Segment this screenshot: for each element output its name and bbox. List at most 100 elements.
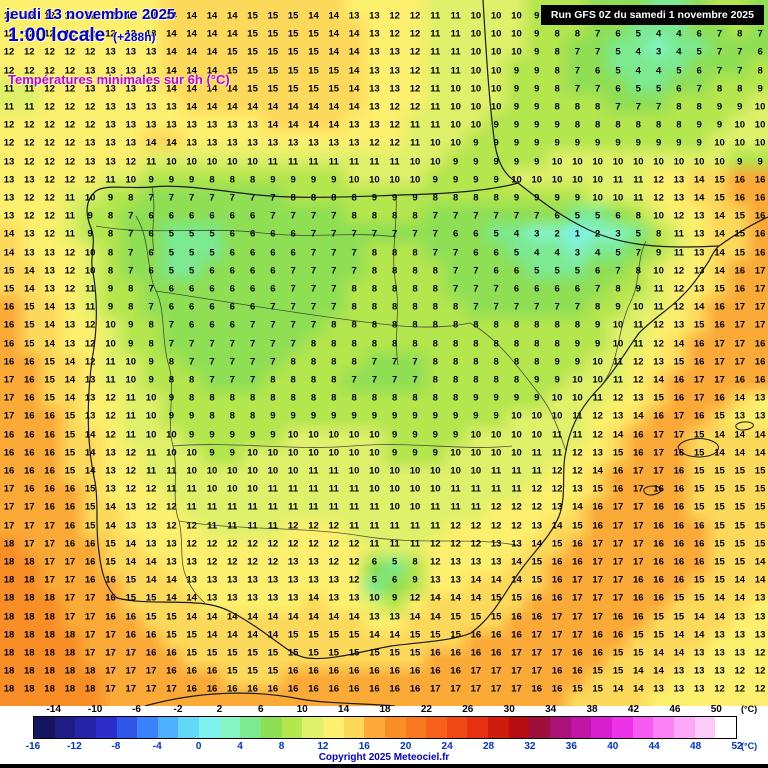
temperature-value: 12	[409, 46, 421, 58]
temperature-value: 12	[125, 465, 137, 477]
temperature-value: 17	[84, 647, 96, 659]
temperature-value: 17	[572, 610, 583, 622]
temperature-value: 9	[554, 137, 560, 149]
temperature-value: 16	[693, 519, 705, 531]
temperature-value: 16	[369, 683, 380, 695]
temperature-value: 16	[287, 683, 299, 695]
temperature-value: 11	[105, 374, 116, 386]
temperature-value: 15	[3, 283, 15, 295]
temperature-value: 16	[44, 428, 55, 440]
temperature-value: 16	[84, 574, 96, 586]
temperature-value: 17	[592, 610, 603, 622]
temperature-value: 7	[229, 356, 235, 368]
temperature-value: 11	[186, 483, 197, 495]
temperature-value: 14	[592, 465, 603, 477]
temperature-value: 13	[105, 64, 116, 76]
temperature-value: 11	[146, 155, 157, 167]
temperature-value: 14	[714, 428, 725, 440]
temperature-value: 14	[186, 46, 197, 58]
temperature-value: 12	[84, 119, 96, 131]
temperature-value: 8	[595, 301, 601, 313]
temperature-value: 4	[534, 246, 540, 258]
temperature-value: 12	[409, 83, 421, 95]
temperature-value: 15	[125, 592, 137, 604]
temperature-value: 10	[227, 483, 238, 495]
temperature-value: 10	[470, 101, 482, 113]
temperature-value: 5	[189, 265, 195, 277]
temperature-value: 10	[612, 337, 624, 349]
temperature-value: 8	[412, 265, 418, 277]
temperature-value: 12	[125, 483, 137, 495]
temperature-value: 16	[754, 374, 766, 386]
temperature-value: 12	[673, 210, 685, 222]
temperature-value: 15	[531, 574, 543, 586]
temperature-value: 10	[470, 119, 482, 131]
temperature-value: 8	[412, 246, 418, 258]
temperature-value: 9	[270, 410, 276, 422]
temperature-value: 16	[673, 447, 685, 459]
temperature-value: 6	[249, 283, 256, 295]
temperature-value: 16	[754, 228, 766, 240]
temperature-value: 7	[209, 337, 215, 349]
temperature-value: 11	[552, 428, 563, 440]
temperature-value: 15	[653, 392, 664, 404]
legend-color-segment	[467, 717, 489, 738]
temperature-value: 7	[249, 192, 256, 204]
temperature-value: 13	[166, 119, 177, 131]
temperature-value: 9	[493, 392, 499, 404]
temperature-value: 12	[166, 519, 177, 531]
temperature-value: 11	[125, 410, 136, 422]
temperature-value: 8	[757, 64, 763, 76]
legend-color-segment	[178, 717, 200, 738]
temperature-value: 9	[270, 428, 276, 440]
temperature-value: 7	[696, 83, 702, 95]
temperature-value: 13	[125, 501, 137, 513]
temperature-value: 17	[44, 574, 55, 586]
temperature-value: 15	[267, 46, 279, 58]
temperature-value: 14	[247, 101, 258, 113]
temperature-value: 15	[389, 647, 400, 659]
legend-tick-label: -16	[25, 741, 41, 752]
temperature-value: 8	[716, 83, 723, 95]
temperature-value: 8	[249, 392, 256, 404]
temperature-value: 14	[84, 465, 96, 477]
temperature-value: 4	[635, 64, 641, 76]
temperature-value: 10	[247, 155, 258, 167]
temperature-value: 16	[734, 283, 746, 295]
temperature-value: 7	[737, 64, 743, 76]
temperature-value: 9	[392, 192, 398, 204]
temperature-value: 8	[635, 119, 641, 131]
temperature-value: 11	[633, 192, 644, 204]
temperature-value: 15	[714, 574, 725, 586]
temperature-value: 7	[716, 46, 723, 58]
temperature-value: 12	[673, 265, 685, 277]
temperature-value: 12	[450, 538, 461, 550]
temperature-value: 8	[148, 337, 154, 349]
temperature-value: 10	[328, 428, 340, 440]
temperature-value: 13	[125, 519, 137, 531]
temperature-value: 10	[430, 483, 441, 495]
temperature-value: 7	[189, 337, 195, 349]
temperature-value: 14	[287, 610, 299, 622]
temperature-value: 12	[287, 538, 299, 550]
temperature-value: 15	[227, 46, 238, 58]
temperature-value: 17	[125, 683, 137, 695]
temperature-value: 16	[369, 665, 380, 677]
temperature-value: 11	[328, 155, 339, 167]
temperature-value: 8	[737, 28, 743, 40]
temperature-value: 5	[493, 228, 499, 240]
temperature-value: 10	[369, 592, 380, 604]
temperature-value: 7	[371, 228, 378, 240]
temperature-value: 16	[247, 683, 258, 695]
temperature-value: 10	[267, 465, 279, 477]
temperature-value: 6	[189, 319, 195, 331]
temperature-value: 6	[209, 319, 215, 331]
temperature-value: 13	[206, 592, 218, 604]
temperature-value: 13	[734, 647, 746, 659]
temperature-value: 15	[64, 428, 76, 440]
temperature-value: 9	[331, 410, 337, 422]
temperature-value: 10	[186, 155, 197, 167]
temperature-value: 15	[693, 574, 705, 586]
forecast-offset-badge: (+288h)	[113, 30, 156, 44]
temperature-value: 14	[693, 610, 705, 622]
